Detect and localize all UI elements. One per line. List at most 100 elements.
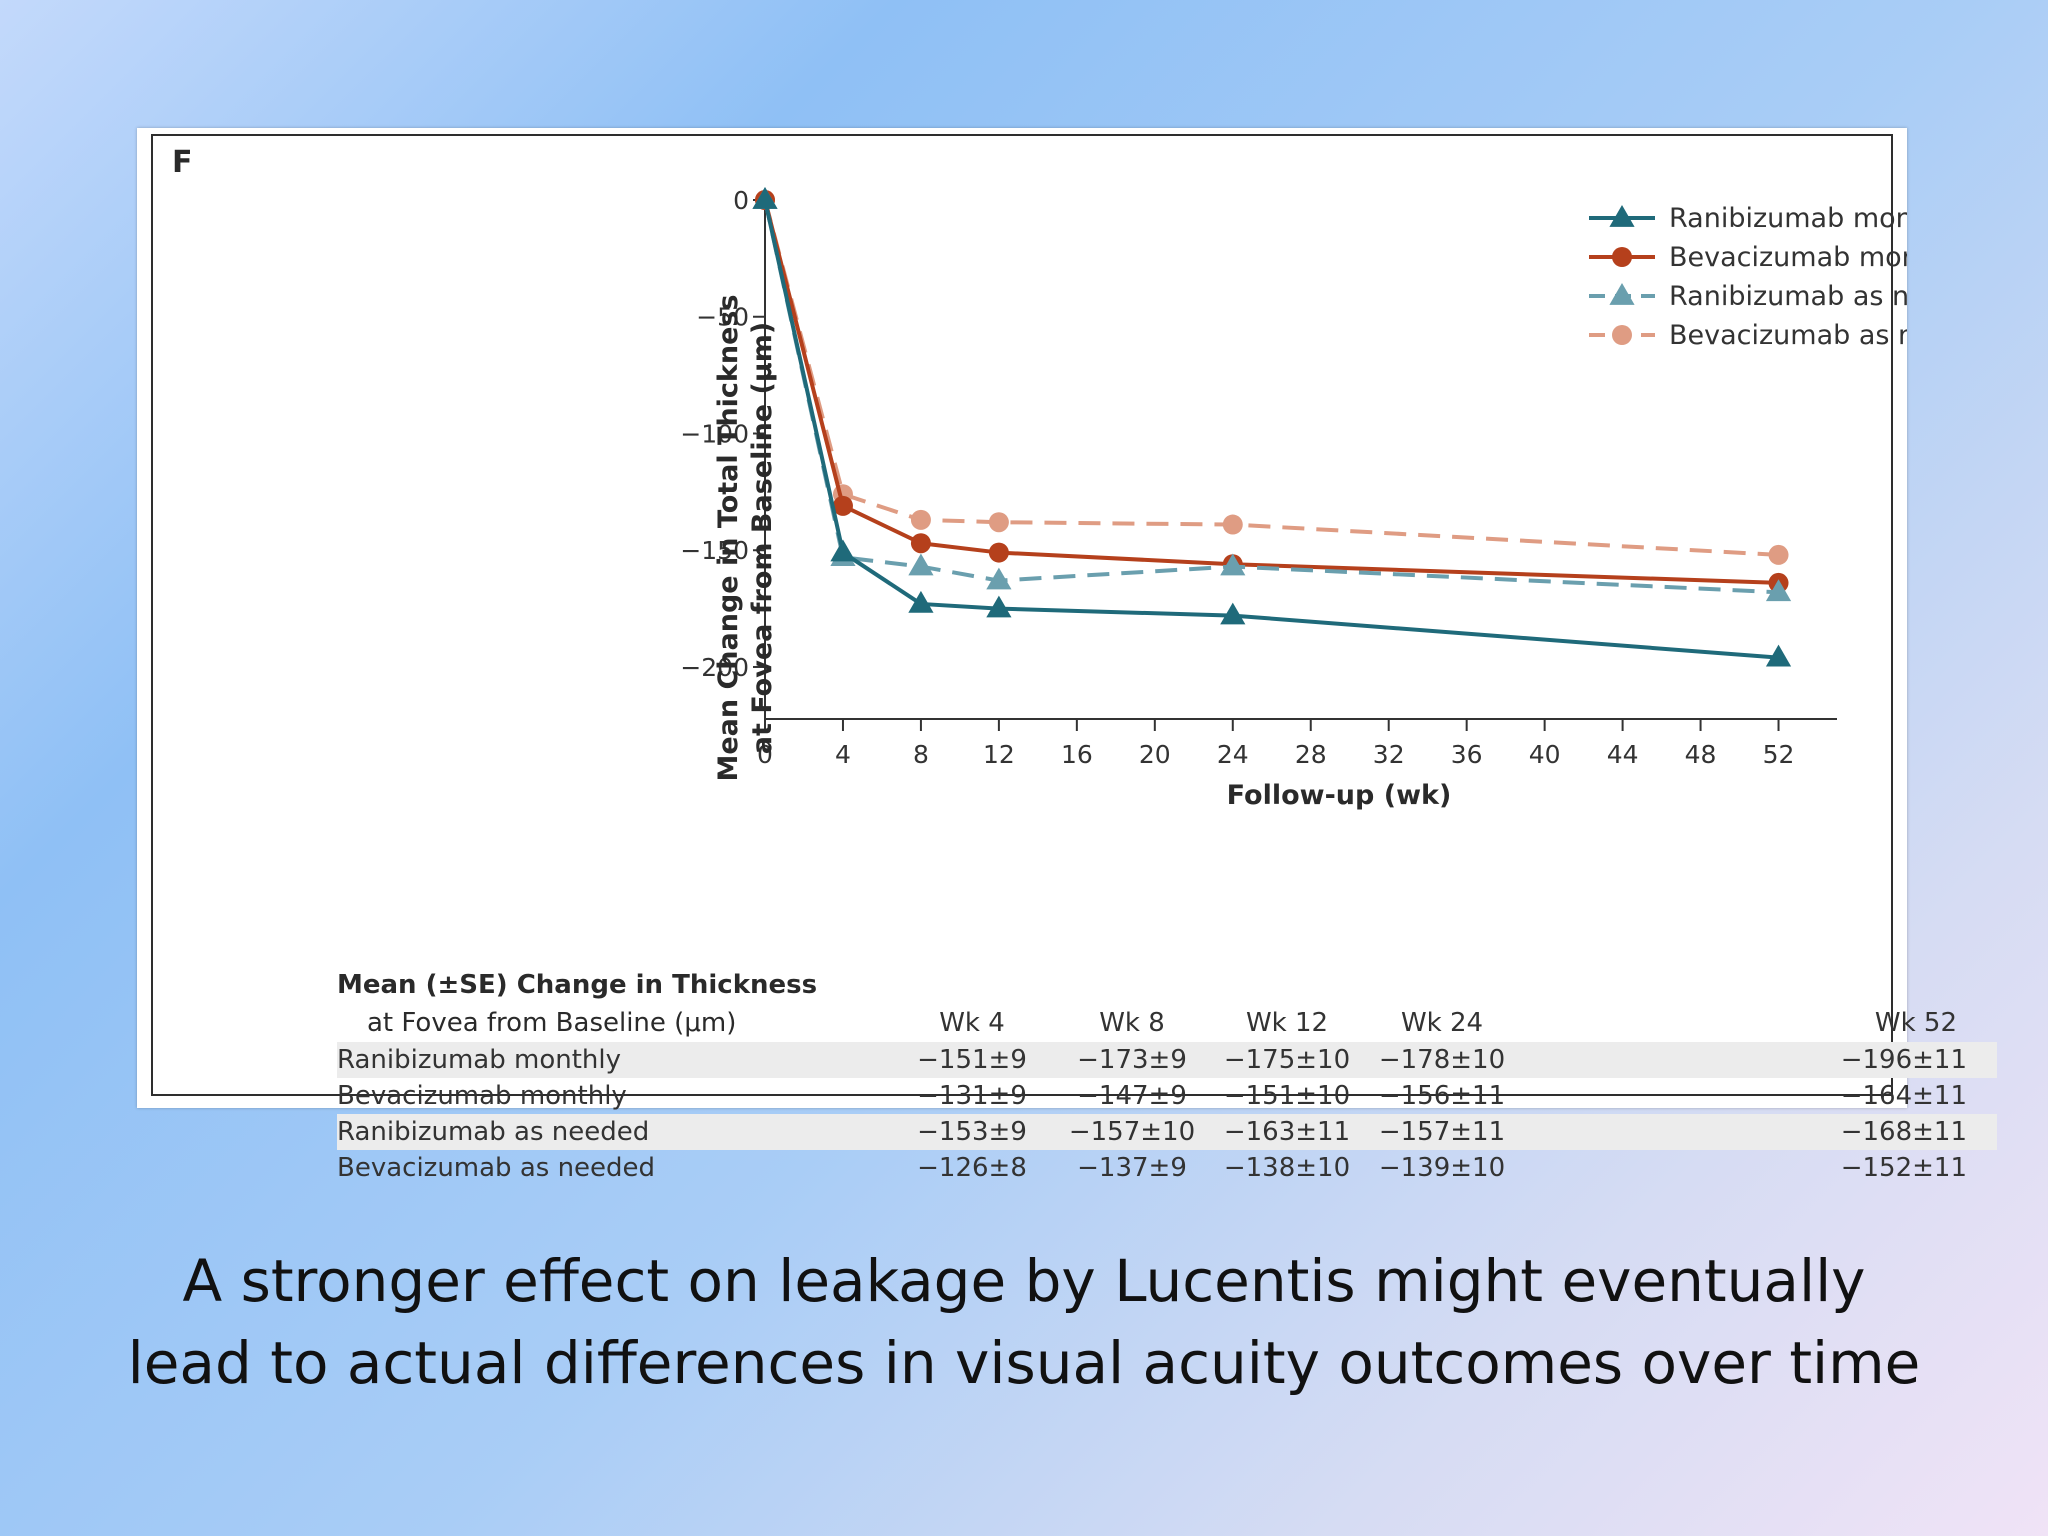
table-header-row: at Fovea from Baseline (μm) Wk 4 Wk 8 Wk… [337,1004,1997,1042]
data-point [1765,644,1792,667]
table-title-line-2: at Fovea from Baseline (μm) [367,1008,737,1038]
x-tick-label: 44 [1607,740,1639,769]
row-label: Ranibizumab monthly [337,1042,887,1078]
x-tick-label: 28 [1295,740,1327,769]
data-point [988,542,1009,563]
series-line [763,199,1779,595]
column-header: Wk 8 [1099,1008,1165,1038]
table-cell: −151±9 [887,1042,1057,1078]
table-cell: −138±10 [1223,1153,1351,1183]
table-row: Ranibizumab monthly −151±9 −173±9 −175±1… [337,1042,1997,1078]
table-cell: −153±9 [887,1114,1057,1150]
legend-entry: Ranibizumab monthly [1589,203,1907,234]
column-header: Wk 52 [1874,1008,1957,1038]
x-tick-label: 52 [1763,740,1795,769]
y-axis-title: Mean Change in Total Thickness at Fovea … [713,294,778,781]
table-cell: −157±10 [1057,1114,1207,1150]
table-row: Ranibizumab as needed −153±9 −157±10 −16… [337,1114,1997,1150]
series-line [763,199,1779,660]
data-point [832,495,853,516]
data-point [1609,282,1635,305]
x-tick-label: 40 [1529,740,1561,769]
row-label: Bevacizumab monthly [337,1081,627,1111]
table-cell: −139±10 [1378,1153,1506,1183]
row-label: Bevacizumab as needed [337,1153,656,1183]
figure-panel: F 0 −50 −100 −150 −200 0 4 8 12 16 20 24 28 32 36 40 44 4… [137,128,1997,1183]
legend-entry: Ranibizumab as needed [1589,281,1907,312]
legend-label: Ranibizumab monthly [1669,203,1907,234]
table-cell: −152±11 [1840,1153,1967,1183]
y-axis-title-line-2: at Fovea from Baseline (μm) [747,322,778,754]
series-bevacizumab-as-needed [755,190,1789,565]
x-tick-label: 0 [757,740,773,769]
table-cell: −131±9 [917,1081,1027,1111]
x-tick-label: 16 [1061,740,1093,769]
column-header: Wk 12 [1245,1008,1329,1038]
y-tick-label: −200 [680,653,749,682]
table-row: Bevacizumab as needed −126±8 −137±9 −138… [337,1150,1997,1186]
data-point [910,533,931,554]
data-point [1765,579,1792,602]
table-cell: −196±11 [1517,1042,1997,1078]
table-cell: −137±9 [1077,1153,1187,1183]
x-tick-label: 4 [835,740,851,769]
table-title-row: Mean (±SE) Change in Thickness [337,966,1997,1004]
table-cell: −164±11 [1840,1081,1967,1111]
y-tick-label: 0 [733,186,749,215]
table-cell: −156±11 [1378,1081,1506,1111]
data-point [908,590,934,613]
data-point [986,567,1012,590]
data-point [1609,204,1635,227]
data-point [1768,544,1789,565]
caption-line-2: lead to actual differences in visual acu… [127,1329,1921,1397]
legend-label: Bevacizumab monthly [1669,242,1907,273]
data-point [752,186,778,209]
series-line [763,199,1779,585]
x-tick-label: 12 [983,740,1015,769]
y-tick-label: −100 [680,419,749,448]
series-layer [752,186,1792,667]
table-title-line-1: Mean (±SE) Change in Thickness [337,970,818,1000]
data-point [986,595,1012,618]
data-point [1612,325,1632,345]
table-cell: −173±9 [1057,1042,1207,1078]
table-row: Bevacizumab monthly −131±9 −147±9 −151±1… [337,1078,1997,1114]
column-header: Wk 24 [1400,1008,1484,1038]
caption-line-1: A stronger effect on leakage by Lucentis… [182,1247,1866,1315]
x-tick-label: 8 [913,740,929,769]
legend-label: Ranibizumab as needed [1669,281,1907,312]
data-point [988,512,1009,533]
row-label: Ranibizumab as needed [337,1114,887,1150]
slide-caption: A stronger effect on leakage by Lucentis… [0,1240,2048,1404]
y-tick-label: −150 [680,536,749,565]
summary-table: Mean (±SE) Change in Thickness at Fovea … [337,966,1997,1186]
x-tick-label: 48 [1685,740,1717,769]
x-tick-label: 20 [1139,740,1171,769]
data-point [910,509,931,530]
data-point [1222,514,1243,535]
table-cell: −175±10 [1207,1042,1367,1078]
data-point [1220,553,1246,576]
table-cell: −147±9 [1077,1081,1187,1111]
y-tick-label: −50 [696,303,749,332]
table-cell: −157±11 [1367,1114,1517,1150]
x-axis-title: Follow-up (wk) [1227,780,1452,811]
x-tick-label: 24 [1217,740,1249,769]
table-cell: −168±11 [1517,1114,1997,1150]
legend-entry: Bevacizumab monthly [1589,242,1907,273]
x-tick-label: 36 [1451,740,1483,769]
table-cell: −163±11 [1207,1114,1367,1150]
y-axis-title-line-1: Mean Change in Total Thickness [713,294,744,781]
legend-entry: Bevacizumab as needed [1589,320,1907,351]
figure-frame [151,134,1893,1096]
data-point [1612,247,1632,267]
legend: Ranibizumab monthly Bevacizumab monthly Ra… [1589,203,1907,351]
column-header: Wk 4 [939,1008,1005,1038]
panel-letter: F [172,145,193,180]
x-tick-label: 32 [1373,740,1405,769]
legend-label: Bevacizumab as needed [1669,320,1907,351]
table-cell: −126±8 [917,1153,1027,1183]
data-point [830,539,856,562]
